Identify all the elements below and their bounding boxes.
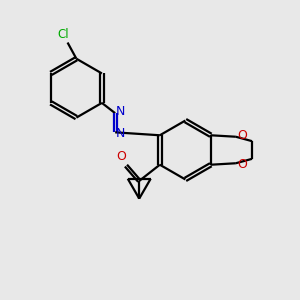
Text: Cl: Cl	[57, 28, 69, 41]
Text: O: O	[237, 129, 247, 142]
Text: N: N	[116, 105, 125, 118]
Text: N: N	[116, 127, 125, 140]
Text: O: O	[237, 158, 247, 171]
Text: O: O	[117, 150, 127, 163]
